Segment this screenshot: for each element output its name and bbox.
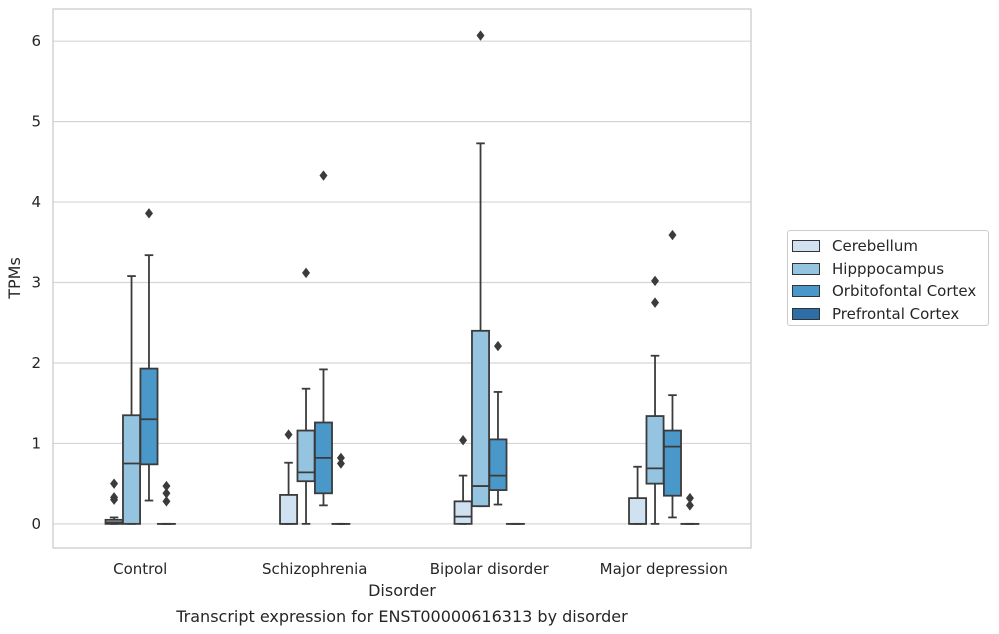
x-tick-label: Control	[113, 560, 167, 578]
x-tick-label: Major depression	[600, 560, 728, 578]
box	[331, 452, 351, 525]
outlier-point	[651, 297, 660, 308]
y-axis-title: TPMs	[5, 257, 24, 300]
box	[104, 478, 124, 525]
box-body	[122, 414, 141, 525]
y-tick-label: 5	[31, 113, 41, 131]
legend-item-cerebellum: Cerebellum	[792, 235, 988, 258]
outlier-point	[284, 429, 293, 440]
legend-label: Orbitofontal Cortex	[832, 282, 977, 301]
legend-swatch	[792, 262, 820, 275]
y-tick-label: 3	[31, 274, 41, 292]
box	[122, 275, 141, 525]
box	[663, 229, 682, 519]
box	[314, 170, 333, 507]
outlier-point	[144, 208, 153, 219]
y-tick-label: 2	[31, 354, 41, 372]
y-tick-label: 0	[31, 515, 41, 533]
box	[279, 429, 299, 525]
box-series	[104, 30, 700, 525]
gridlines	[53, 40, 751, 525]
box	[296, 267, 316, 525]
outlier-point	[336, 458, 345, 469]
series-orbitofontal-cortex	[139, 170, 682, 519]
y-tick-label: 4	[31, 193, 41, 211]
series-prefrontal-cortex	[156, 452, 700, 525]
outlier-point	[162, 488, 171, 499]
legend-swatch	[792, 240, 820, 253]
legend-label: Hipppocampus	[832, 259, 945, 278]
legend-swatch	[792, 285, 820, 298]
box	[628, 465, 648, 525]
box	[453, 435, 473, 525]
outlier-point	[162, 480, 171, 492]
y-tick-labels: 0 1 2 3 4 5 6	[31, 32, 41, 533]
x-axis-title: Disorder	[368, 581, 436, 600]
box-body	[663, 429, 682, 497]
legend-item-prefrontal-cortex: Prefrontal Cortex	[792, 303, 988, 326]
outlier-point	[110, 478, 119, 489]
legend-label: Prefrontal Cortex	[832, 304, 960, 323]
box-body	[488, 438, 508, 491]
box-body	[628, 497, 648, 525]
x-tick-label: Bipolar disorder	[430, 560, 550, 578]
outlier-point	[685, 492, 694, 504]
outlier-point	[459, 435, 468, 446]
plot-frame	[52, 8, 752, 549]
chart-title: Transcript expression for ENST0000061631…	[175, 607, 628, 626]
outlier-point	[319, 170, 328, 181]
box	[488, 340, 508, 506]
legend-label: Cerebellum	[832, 237, 918, 256]
box-body	[139, 367, 159, 466]
box-body	[296, 429, 316, 483]
outlier-point	[162, 496, 171, 507]
box	[471, 30, 490, 508]
series-cerebellum	[104, 429, 648, 525]
box	[156, 480, 176, 525]
y-tick-label: 6	[31, 32, 41, 50]
legend-item-hippocampus: Hipppocampus	[792, 258, 988, 281]
outlier-point	[668, 229, 677, 241]
outlier-point	[110, 492, 119, 503]
box-body	[471, 329, 490, 508]
legend: Cerebellum Hipppocampus Orbitofontal Cor…	[787, 230, 989, 326]
outlier-point	[302, 267, 311, 279]
outlier-point	[493, 340, 502, 352]
box	[680, 492, 700, 525]
outlier-point	[685, 500, 694, 511]
outlier-point	[336, 452, 345, 464]
outlier-point	[476, 30, 485, 41]
y-tick-label: 1	[31, 434, 41, 452]
series-hipppocampus	[122, 30, 665, 525]
box	[645, 275, 665, 525]
box-body	[279, 494, 299, 525]
outlier-point	[651, 275, 660, 287]
box-body	[645, 415, 665, 485]
box	[139, 208, 159, 502]
legend-item-orbitofrontal-cortex: Orbitofontal Cortex	[792, 280, 988, 303]
x-tick-label: Schizophrenia	[262, 560, 367, 578]
legend-swatch	[792, 307, 820, 320]
x-tick-labels: Control Schizophrenia Bipolar disorder Majo…	[113, 560, 728, 578]
box-body	[453, 500, 473, 525]
